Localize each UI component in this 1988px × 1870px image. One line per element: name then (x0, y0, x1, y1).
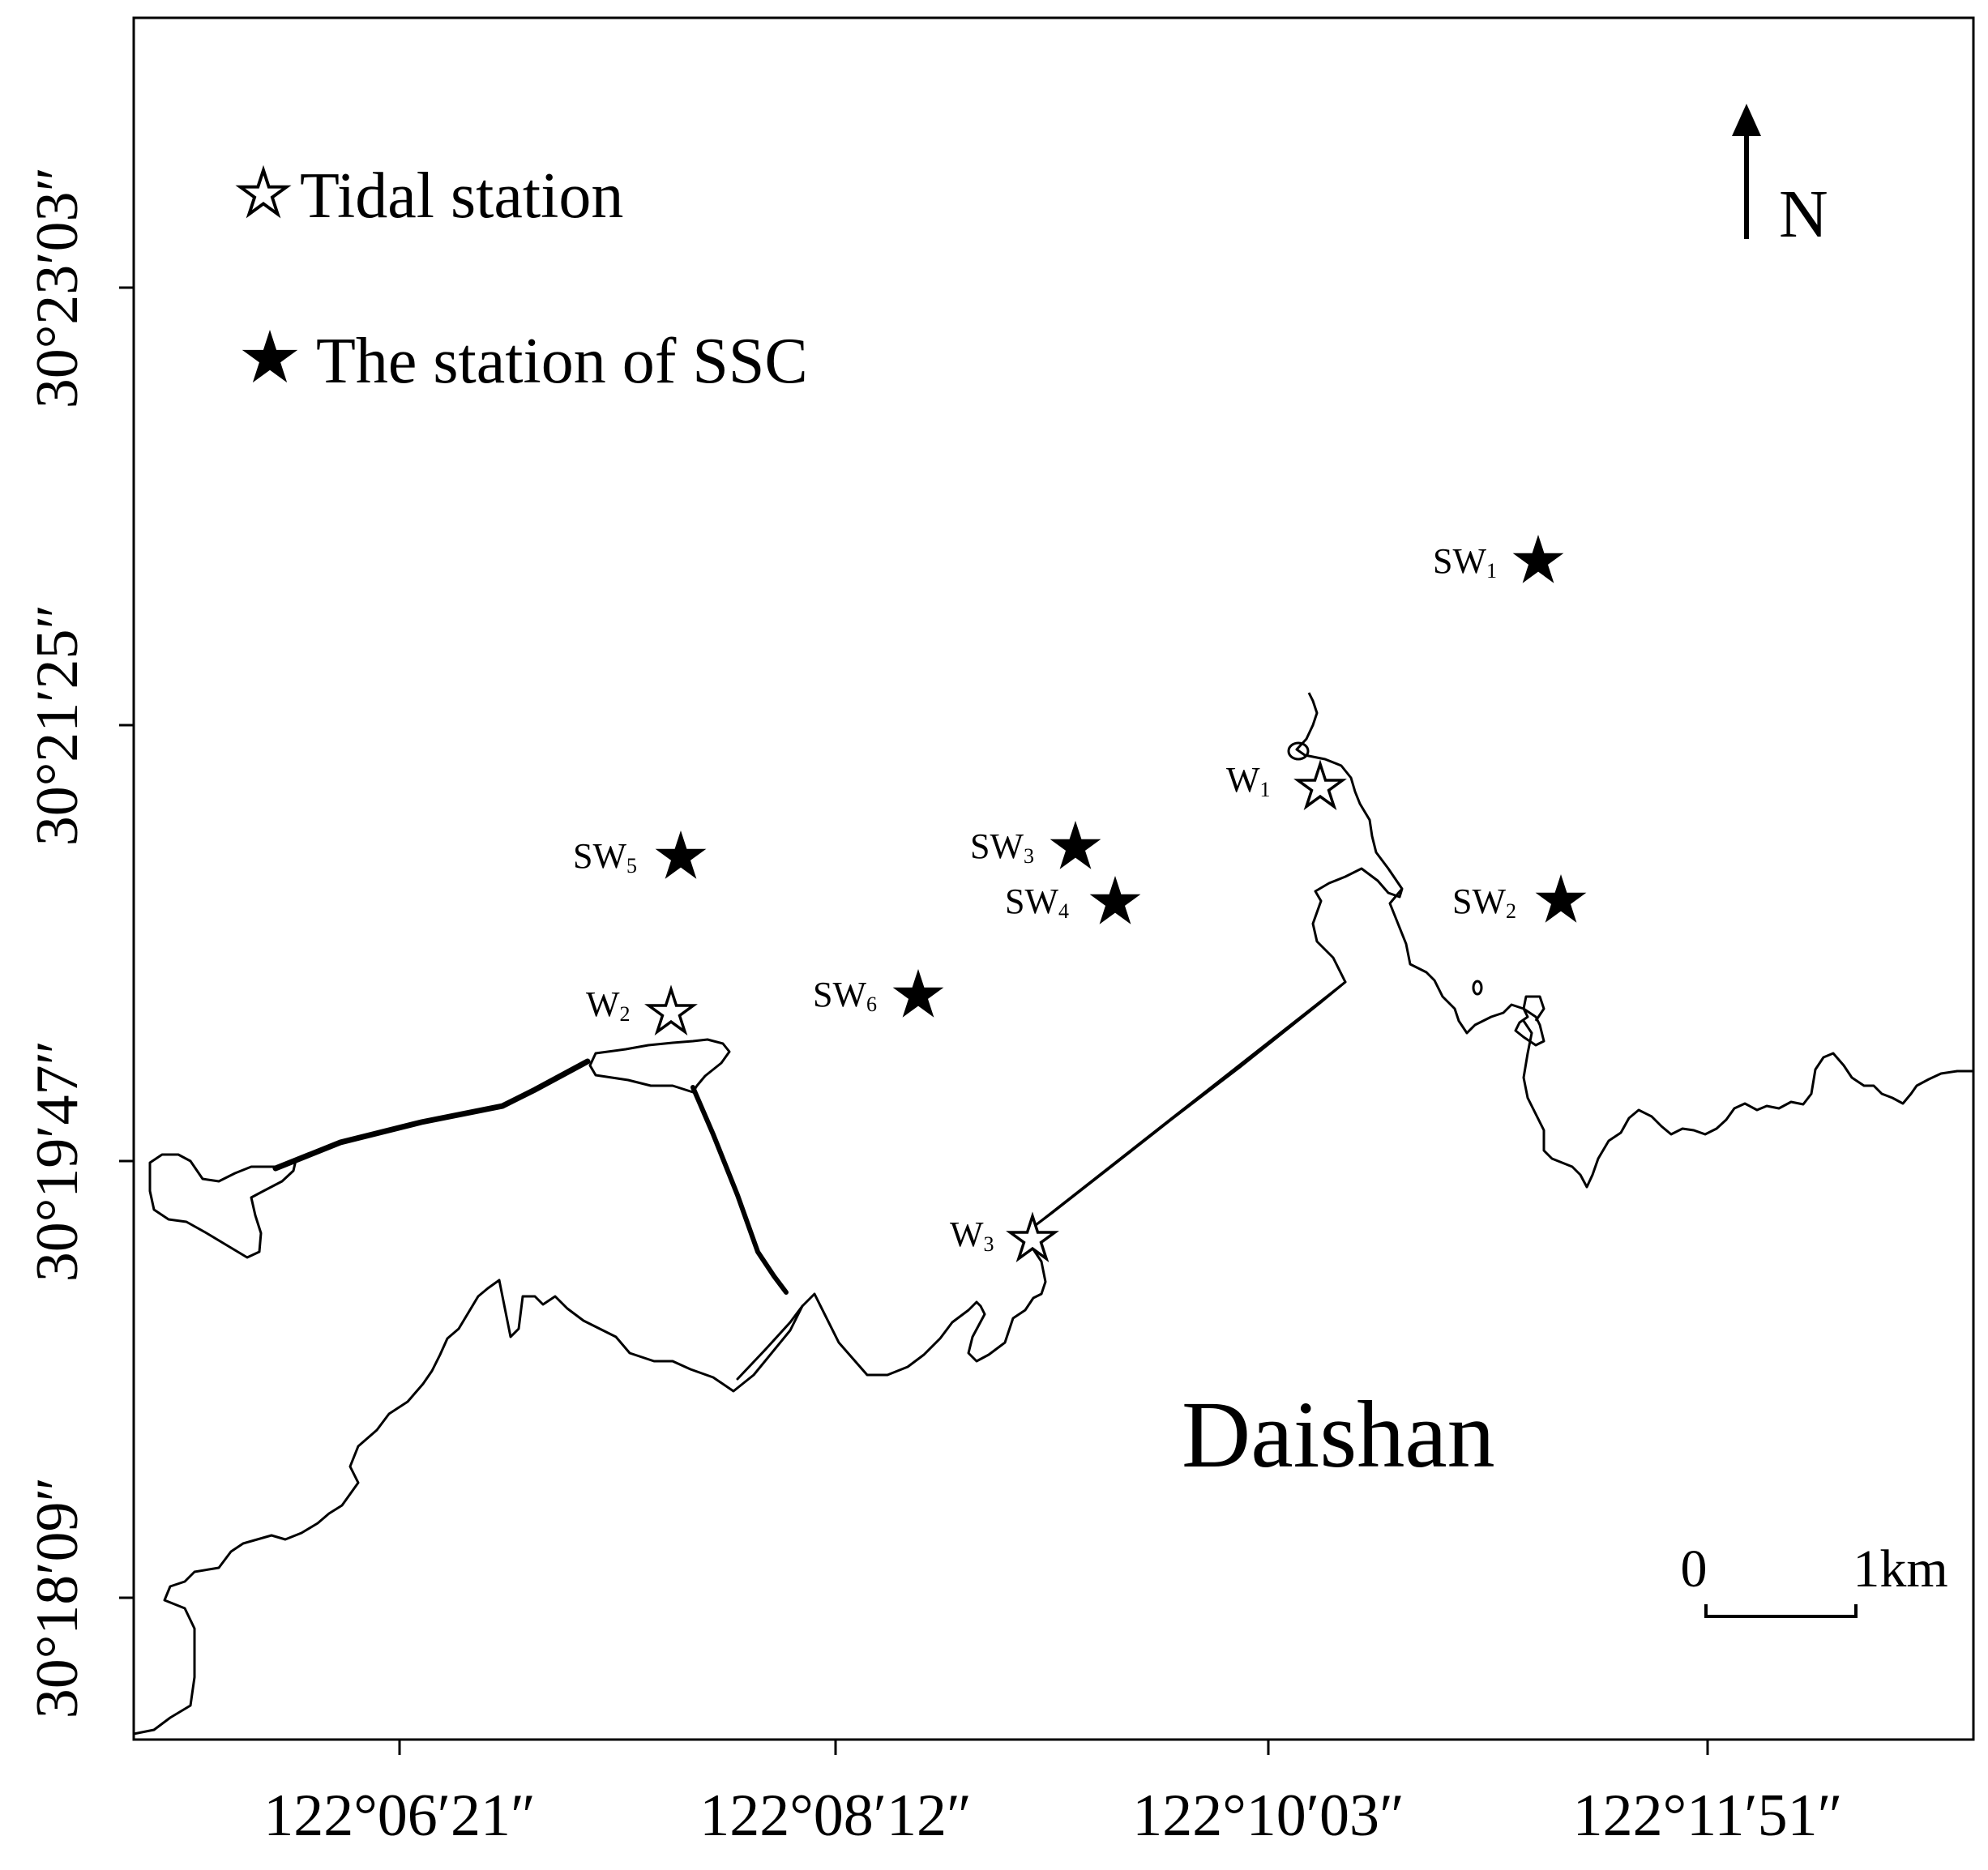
lat-tick-label: 30°19′47″ (24, 1040, 91, 1283)
map-frame (132, 16, 1975, 1741)
scale-start-label: 0 (1681, 1539, 1708, 1599)
station-label-sw1: SW1 (1433, 541, 1497, 583)
station-label-sw4: SW4 (1005, 882, 1069, 923)
scale-bar: 0 1km (1681, 1539, 1948, 1618)
causeway-lines (272, 980, 1347, 1381)
lon-tick-label: 122°11′51″ (1573, 1782, 1843, 1849)
lon-tick-marks (398, 1740, 1709, 1755)
lat-tick-marks (119, 286, 134, 1599)
station-label-w2: W2 (586, 984, 631, 1026)
place-name-label: Daishan (1182, 1381, 1495, 1488)
legend: Tidal station The station of SSC (240, 160, 808, 397)
coastline (133, 692, 1973, 1736)
lon-tick-label: 122°06′21″ (263, 1782, 536, 1849)
station-label-sw5: SW5 (573, 836, 637, 877)
lat-tick-label: 30°21′25″ (24, 604, 91, 847)
station-label-sw2: SW2 (1452, 882, 1516, 923)
station-label-w1: W1 (1226, 760, 1271, 801)
tidal-stations: W1 W2 W3 (586, 760, 1343, 1258)
north-arrow-icon (1732, 104, 1761, 239)
legend-tidal-station-label: Tidal station (300, 160, 623, 232)
legend-ssc-station-label: The station of SSC (316, 326, 808, 397)
lon-tick-label: 122°08′12″ (699, 1782, 972, 1849)
lat-tick-label: 30°23′03″ (24, 167, 91, 409)
station-label-w3: W3 (950, 1215, 994, 1256)
north-label: N (1779, 177, 1828, 252)
lon-tick-label: 122°10′03″ (1132, 1782, 1404, 1849)
lat-tick-label: 30°18′09″ (24, 1477, 91, 1719)
ssc-stations: SW1 SW2 SW3 SW4 SW5 SW6 (573, 535, 1587, 1018)
scale-end-label: 1km (1853, 1539, 1947, 1599)
station-label-sw6: SW6 (813, 975, 877, 1016)
station-label-sw3: SW3 (970, 826, 1034, 868)
